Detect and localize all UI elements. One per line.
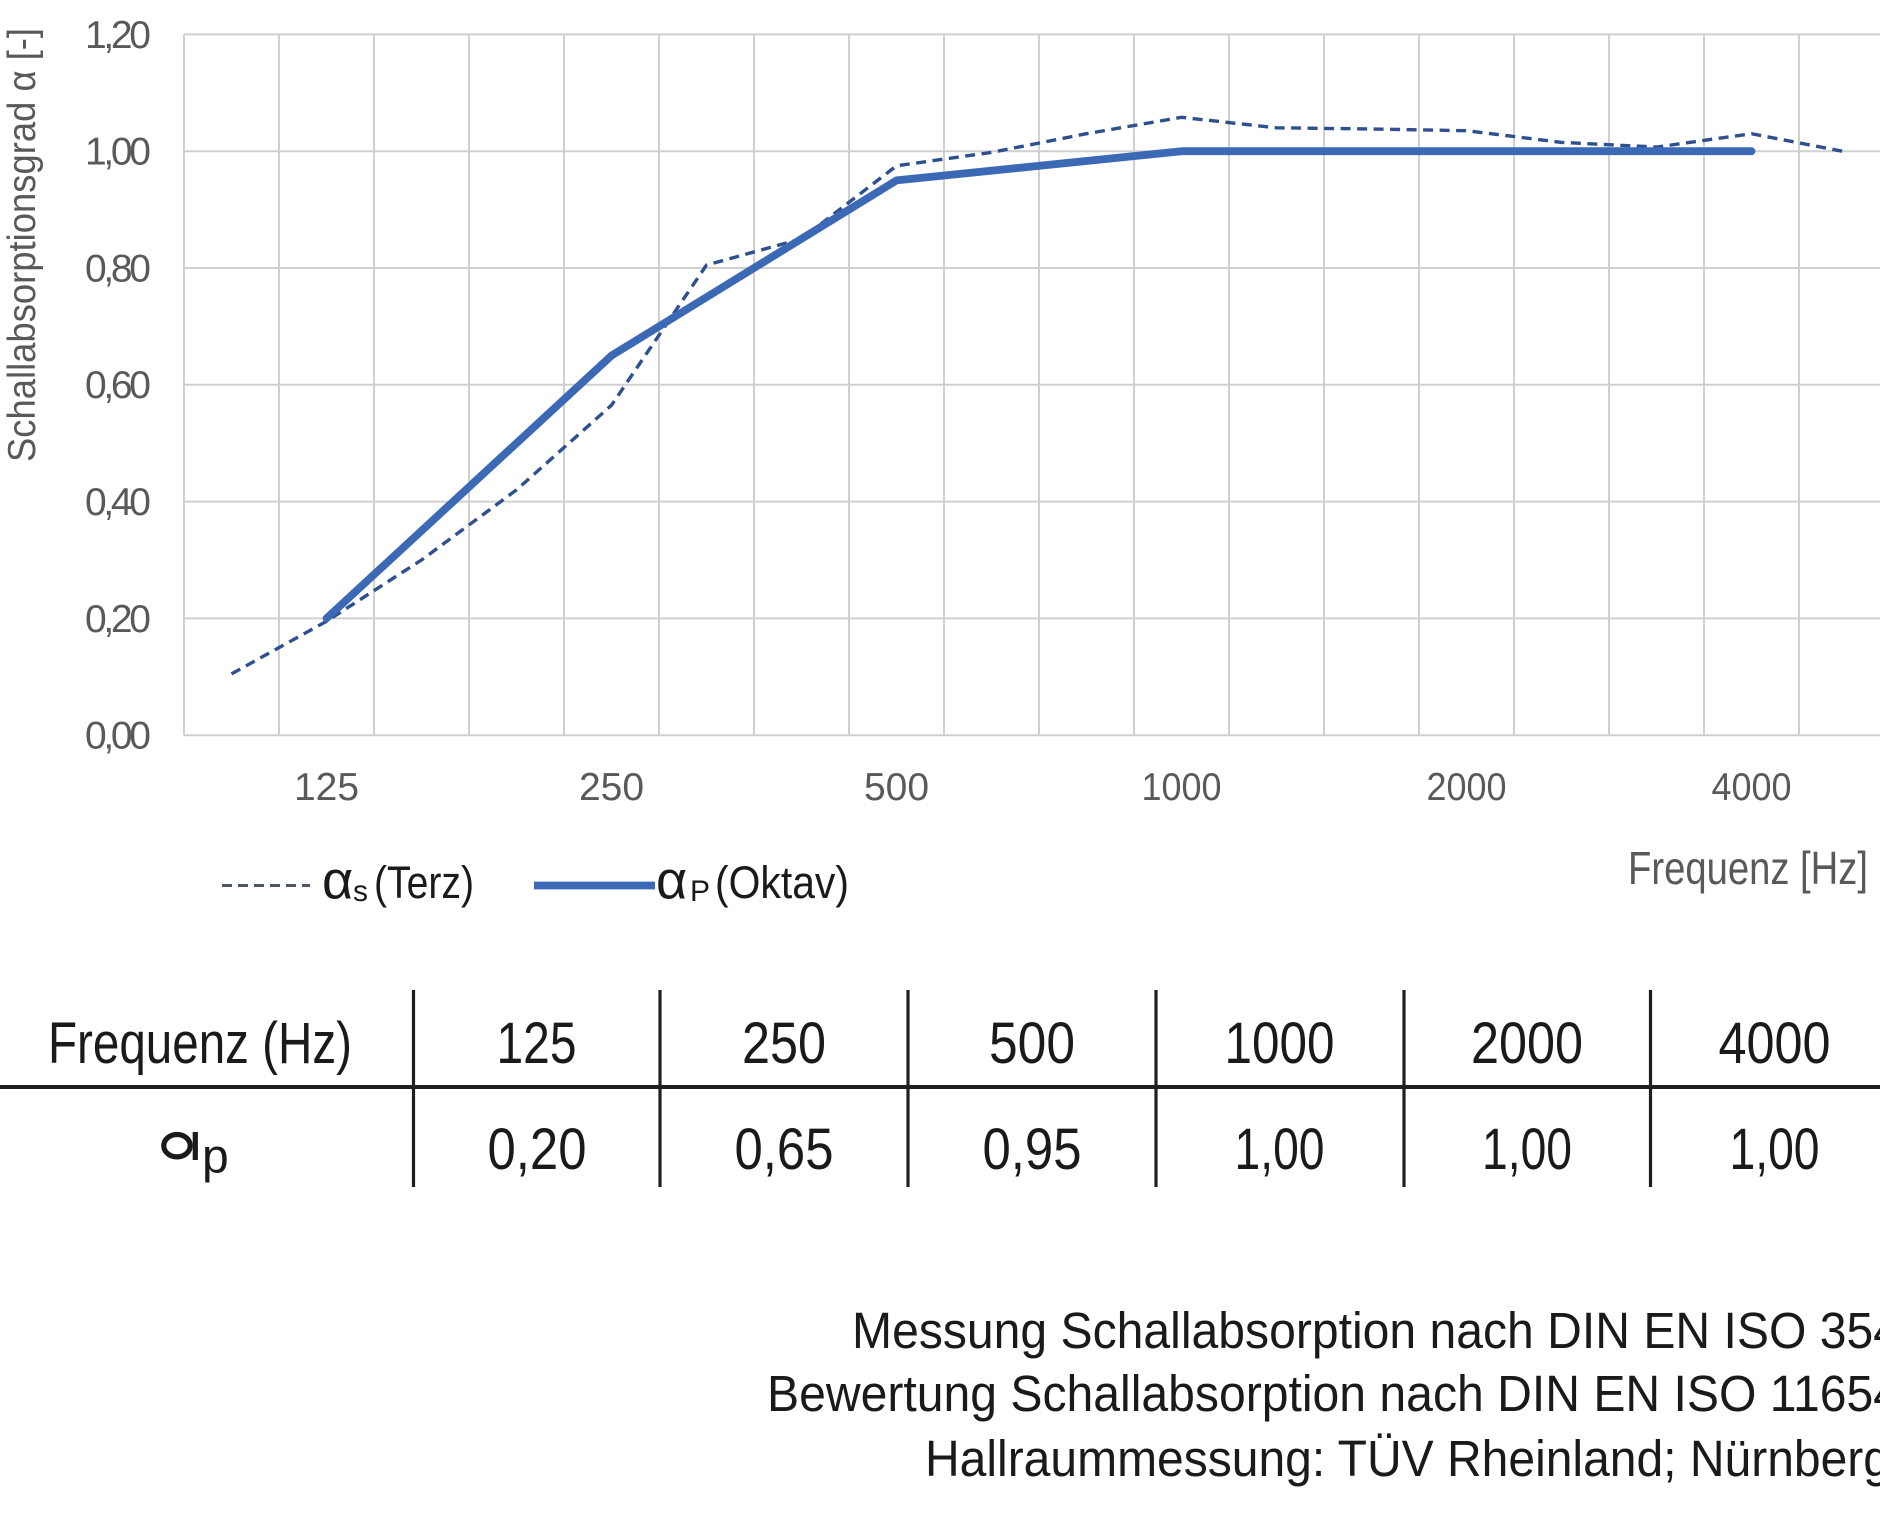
svg-text:0,20: 0,20: [488, 1117, 587, 1182]
svg-text:p: p: [202, 1131, 229, 1184]
svg-text:Bewertung Schallabsorption nac: Bewertung Schallabsorption nach DIN EN I…: [767, 1365, 1880, 1422]
svg-text:α: α: [656, 851, 687, 911]
svg-text:0,95: 0,95: [983, 1117, 1082, 1182]
svg-text:1000: 1000: [1225, 1011, 1335, 1076]
svg-text:0,60: 0,60: [85, 364, 151, 407]
svg-text:1,00: 1,00: [85, 131, 151, 174]
svg-text:1,00: 1,00: [1235, 1117, 1325, 1182]
svg-text:125: 125: [294, 766, 359, 809]
svg-text:Messung Schallabsorption nach: Messung Schallabsorption nach DIN EN ISO…: [852, 1302, 1880, 1359]
svg-text:0,40: 0,40: [85, 481, 151, 524]
svg-text:2000: 2000: [1471, 1011, 1583, 1076]
svg-text:(Oktav): (Oktav): [715, 857, 849, 908]
svg-text:P: P: [690, 875, 710, 908]
svg-text:250: 250: [742, 1011, 826, 1076]
svg-text:1,20: 1,20: [85, 14, 151, 57]
svg-text:0,20: 0,20: [85, 598, 151, 641]
svg-text:500: 500: [989, 1011, 1075, 1076]
svg-text:s: s: [353, 875, 368, 908]
svg-text:Hallraummessung: TÜV Rheinland: Hallraummessung: TÜV Rheinland; Nürnberg: [925, 1430, 1880, 1487]
svg-text:500: 500: [864, 766, 929, 809]
svg-text:0,00: 0,00: [85, 715, 151, 758]
svg-text:4000: 4000: [1712, 766, 1792, 809]
svg-text:1000: 1000: [1142, 766, 1222, 809]
svg-text:0,65: 0,65: [735, 1117, 834, 1182]
svg-text:2000: 2000: [1427, 766, 1507, 809]
svg-text:1,00: 1,00: [1730, 1117, 1820, 1182]
svg-text:0,80: 0,80: [85, 247, 151, 290]
svg-text:Frequenz [Hz]: Frequenz [Hz]: [1628, 842, 1868, 894]
svg-text:(Terz): (Terz): [374, 857, 474, 908]
svg-text:125: 125: [497, 1011, 577, 1076]
svg-text:Schallabsorptionsgrad α [-]: Schallabsorptionsgrad α [-]: [1, 28, 44, 462]
svg-text:4000: 4000: [1719, 1011, 1831, 1076]
svg-text:1,00: 1,00: [1482, 1117, 1572, 1182]
svg-text:250: 250: [579, 766, 644, 809]
svg-text:Frequenz (Hz): Frequenz (Hz): [48, 1011, 352, 1076]
svg-text:α: α: [322, 851, 353, 911]
